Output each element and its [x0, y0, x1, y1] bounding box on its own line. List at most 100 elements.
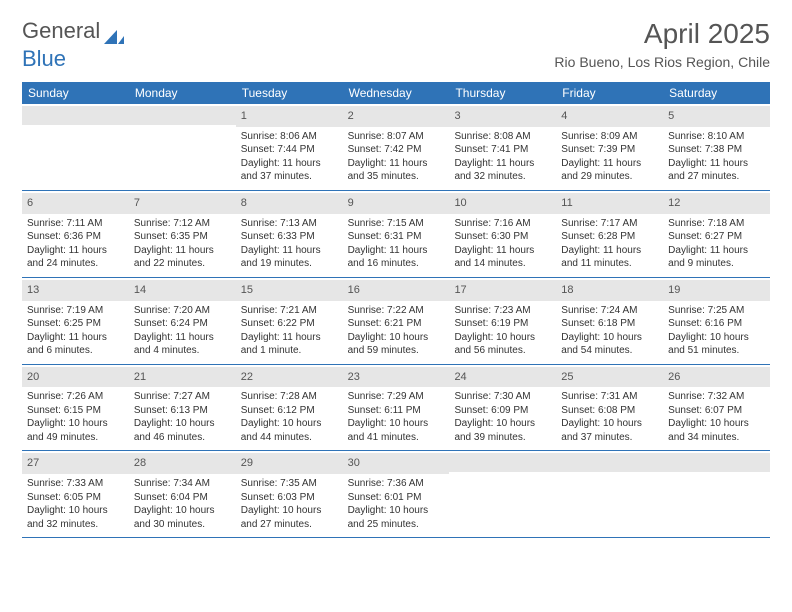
sunset-text: Sunset: 6:27 PM — [668, 230, 765, 244]
day-cell: 9Sunrise: 7:15 AMSunset: 6:31 PMDaylight… — [343, 191, 450, 277]
day-cell: 6 Sunrise: 7:11 AMSunset: 6:36 PMDaylight… — [22, 191, 129, 277]
daylight-text: Daylight: 10 hours and 34 minutes. — [668, 417, 765, 444]
sunrise-text: Sunrise: 7:36 AM — [348, 477, 445, 491]
day-number: 8 — [236, 193, 343, 214]
day-number: 7 — [129, 193, 236, 214]
daylight-text: Daylight: 11 hours and 32 minutes. — [454, 157, 551, 184]
sunrise-text: Sunrise: 8:08 AM — [454, 130, 551, 144]
day-cell — [663, 451, 770, 537]
sunset-text: Sunset: 6:36 PM — [27, 230, 124, 244]
daylight-text: Daylight: 11 hours and 9 minutes. — [668, 244, 765, 271]
sunrise-text: Sunrise: 7:23 AM — [454, 304, 551, 318]
day-cell — [449, 451, 556, 537]
day-number: 19 — [663, 280, 770, 301]
day-number: 6 — [22, 193, 129, 214]
sunset-text: Sunset: 6:07 PM — [668, 404, 765, 418]
daylight-text: Daylight: 11 hours and 22 minutes. — [134, 244, 231, 271]
sunrise-text: Sunrise: 7:32 AM — [668, 390, 765, 404]
sunrise-text: Sunrise: 7:33 AM — [27, 477, 124, 491]
daylight-text: Daylight: 10 hours and 37 minutes. — [561, 417, 658, 444]
day-number: 24 — [449, 367, 556, 388]
sunrise-text: Sunrise: 7:27 AM — [134, 390, 231, 404]
day-cell: 21 Sunrise: 7:27 AMSunset: 6:13 PMDayligh… — [129, 365, 236, 451]
daylight-text: Daylight: 11 hours and 16 minutes. — [348, 244, 445, 271]
sunrise-text: Sunrise: 7:31 AM — [561, 390, 658, 404]
daylight-text: Daylight: 10 hours and 44 minutes. — [241, 417, 338, 444]
week-row: 20Sunrise: 7:26 AMSunset: 6:15 PMDayligh… — [22, 365, 770, 452]
logo-sail-icon — [104, 24, 124, 38]
day-cell: 24Sunrise: 7:30 AMSunset: 6:09 PMDayligh… — [449, 365, 556, 451]
daylight-text: Daylight: 10 hours and 41 minutes. — [348, 417, 445, 444]
sunset-text: Sunset: 6:22 PM — [241, 317, 338, 331]
sunset-text: Sunset: 6:31 PM — [348, 230, 445, 244]
dayname-cell: Friday — [556, 82, 663, 104]
daylight-text: Daylight: 11 hours and 35 minutes. — [348, 157, 445, 184]
day-number: 4 — [556, 106, 663, 127]
sunset-text: Sunset: 6:30 PM — [454, 230, 551, 244]
day-cell: 16Sunrise: 7:22 AMSunset: 6:21 PMDayligh… — [343, 278, 450, 364]
day-number: 17 — [449, 280, 556, 301]
sunset-text: Sunset: 6:09 PM — [454, 404, 551, 418]
daylight-text: Daylight: 10 hours and 54 minutes. — [561, 331, 658, 358]
day-cell: 4Sunrise: 8:09 AMSunset: 7:39 PMDaylight… — [556, 104, 663, 190]
sunrise-text: Sunrise: 7:13 AM — [241, 217, 338, 231]
day-cell: 15Sunrise: 7:21 AMSunset: 6:22 PMDayligh… — [236, 278, 343, 364]
day-cell: 18Sunrise: 7:24 AMSunset: 6:18 PMDayligh… — [556, 278, 663, 364]
sunrise-text: Sunrise: 8:07 AM — [348, 130, 445, 144]
day-number — [663, 453, 770, 472]
sunrise-text: Sunrise: 7:11 AM — [27, 217, 124, 231]
sunset-text: Sunset: 6:25 PM — [27, 317, 124, 331]
week-row: 13Sunrise: 7:19 AMSunset: 6:25 PMDayligh… — [22, 278, 770, 365]
sunrise-text: Sunrise: 7:12 AM — [134, 217, 231, 231]
day-number: 9 — [343, 193, 450, 214]
sunset-text: Sunset: 6:12 PM — [241, 404, 338, 418]
daylight-text: Daylight: 11 hours and 19 minutes. — [241, 244, 338, 271]
day-cell: 11Sunrise: 7:17 AMSunset: 6:28 PMDayligh… — [556, 191, 663, 277]
day-number: 16 — [343, 280, 450, 301]
brand-logo: General — [22, 18, 128, 44]
weeks-container: 1Sunrise: 8:06 AMSunset: 7:44 PMDaylight… — [22, 104, 770, 538]
daylight-text: Daylight: 10 hours and 30 minutes. — [134, 504, 231, 531]
day-number: 22 — [236, 367, 343, 388]
day-cell — [22, 104, 129, 190]
sunrise-text: Sunrise: 7:30 AM — [454, 390, 551, 404]
sunrise-text: Sunrise: 7:16 AM — [454, 217, 551, 231]
daylight-text: Daylight: 10 hours and 46 minutes. — [134, 417, 231, 444]
sunrise-text: Sunrise: 7:19 AM — [27, 304, 124, 318]
daylight-text: Daylight: 10 hours and 25 minutes. — [348, 504, 445, 531]
day-number: 21 — [129, 367, 236, 388]
sunset-text: Sunset: 6:03 PM — [241, 491, 338, 505]
daylight-text: Daylight: 10 hours and 49 minutes. — [27, 417, 124, 444]
day-number: 27 — [22, 453, 129, 474]
dayname-cell: Sunday — [22, 82, 129, 104]
sunset-text: Sunset: 6:28 PM — [561, 230, 658, 244]
sunset-text: Sunset: 6:04 PM — [134, 491, 231, 505]
day-number — [449, 453, 556, 472]
sunset-text: Sunset: 6:13 PM — [134, 404, 231, 418]
day-cell: 19Sunrise: 7:25 AMSunset: 6:16 PMDayligh… — [663, 278, 770, 364]
sunrise-text: Sunrise: 7:28 AM — [241, 390, 338, 404]
week-row: 27Sunrise: 7:33 AMSunset: 6:05 PMDayligh… — [22, 451, 770, 538]
day-number: 10 — [449, 193, 556, 214]
day-number: 26 — [663, 367, 770, 388]
day-cell: 22 Sunrise: 7:28 AMSunset: 6:12 PMDayligh… — [236, 365, 343, 451]
month-title: April 2025 — [554, 18, 770, 50]
day-number: 29 — [236, 453, 343, 474]
day-cell: 17Sunrise: 7:23 AMSunset: 6:19 PMDayligh… — [449, 278, 556, 364]
dayname-cell: Saturday — [663, 82, 770, 104]
day-cell: 29Sunrise: 7:35 AMSunset: 6:03 PMDayligh… — [236, 451, 343, 537]
day-number: 30 — [343, 453, 450, 474]
sunrise-text: Sunrise: 7:25 AM — [668, 304, 765, 318]
sunset-text: Sunset: 6:01 PM — [348, 491, 445, 505]
brand-part2: Blue — [22, 46, 66, 72]
dayname-cell: Thursday — [449, 82, 556, 104]
day-cell: 26 Sunrise: 7:32 AMSunset: 6:07 PMDayligh… — [663, 365, 770, 451]
day-number: 2 — [343, 106, 450, 127]
sunset-text: Sunset: 7:38 PM — [668, 143, 765, 157]
sunrise-text: Sunrise: 7:29 AM — [348, 390, 445, 404]
day-cell: 12Sunrise: 7:18 AMSunset: 6:27 PMDayligh… — [663, 191, 770, 277]
daylight-text: Daylight: 11 hours and 24 minutes. — [27, 244, 124, 271]
day-number: 20 — [22, 367, 129, 388]
day-number — [22, 106, 129, 125]
day-cell: 13Sunrise: 7:19 AMSunset: 6:25 PMDayligh… — [22, 278, 129, 364]
